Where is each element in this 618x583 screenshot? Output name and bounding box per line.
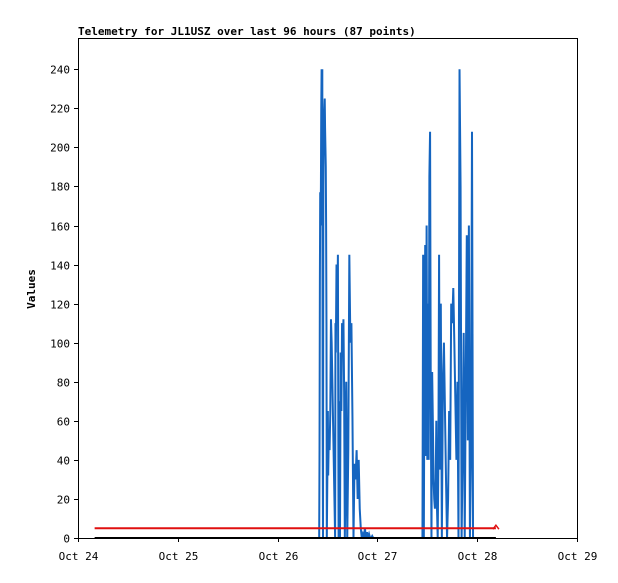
end-marker xyxy=(492,523,500,530)
y-tick-label: 20 xyxy=(57,494,70,507)
y-tick-label: 120 xyxy=(50,299,70,312)
y-tick-label: 200 xyxy=(50,142,70,155)
x-tick-label: Oct 27 xyxy=(358,550,398,563)
x-tick-label: Oct 24 xyxy=(59,550,99,563)
y-tick-label: 40 xyxy=(57,455,70,468)
y-tick-label: 180 xyxy=(50,181,70,194)
x-tick-label: Oct 25 xyxy=(159,550,199,563)
y-tick-label: 220 xyxy=(50,103,70,116)
chart-title: Telemetry for JL1USZ over last 96 hours … xyxy=(78,25,416,38)
series-line-1 xyxy=(318,69,492,539)
y-axis-label: Values xyxy=(25,269,38,309)
y-tick-label: 100 xyxy=(50,338,70,351)
y-tick-label: 140 xyxy=(50,260,70,273)
y-tick-label: 60 xyxy=(57,416,70,429)
x-tick-label: Oct 26 xyxy=(259,550,299,563)
x-tick-label: Oct 28 xyxy=(458,550,498,563)
y-tick-label: 80 xyxy=(57,377,70,390)
x-tick-label: Oct 29 xyxy=(558,550,598,563)
x-axis: Oct 24 Oct 25 Oct 26 Oct 27 Oct 28 Oct 29 xyxy=(59,538,598,563)
y-tick-label: 240 xyxy=(50,64,70,77)
series-layer xyxy=(94,69,500,539)
y-tick-label: 0 xyxy=(63,533,70,546)
y-tick-label: 160 xyxy=(50,221,70,234)
y-axis: 0 20 40 60 80 100 120 140 160 180 200 220 240 xyxy=(50,64,78,546)
